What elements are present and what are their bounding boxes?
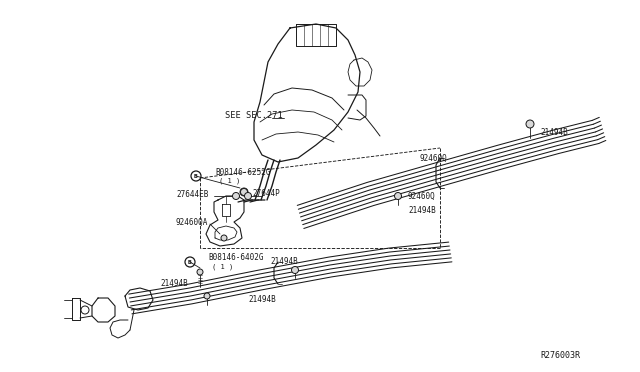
Polygon shape xyxy=(254,24,360,162)
Circle shape xyxy=(221,235,227,241)
Text: B08146-6252G: B08146-6252G xyxy=(215,167,271,176)
Text: ( 1 ): ( 1 ) xyxy=(212,264,233,270)
Text: ( 1 ): ( 1 ) xyxy=(219,178,240,184)
Text: 21494B: 21494B xyxy=(540,128,568,137)
Text: 21494B: 21494B xyxy=(270,257,298,266)
Text: B: B xyxy=(188,260,192,264)
Text: 21494B: 21494B xyxy=(408,205,436,215)
Text: SEE SEC.271: SEE SEC.271 xyxy=(225,110,283,119)
Circle shape xyxy=(197,269,203,275)
Circle shape xyxy=(241,189,248,196)
Text: 92460Q: 92460Q xyxy=(408,192,436,201)
Text: 21494B: 21494B xyxy=(248,295,276,305)
Circle shape xyxy=(232,192,239,199)
Text: 21494B: 21494B xyxy=(160,279,188,289)
Circle shape xyxy=(526,120,534,128)
Polygon shape xyxy=(206,196,244,246)
Circle shape xyxy=(244,192,252,199)
Text: B08146-6402G: B08146-6402G xyxy=(208,253,264,263)
Text: B: B xyxy=(194,173,198,179)
Text: 92460Q: 92460Q xyxy=(420,154,448,163)
Text: 92460QA: 92460QA xyxy=(176,218,209,227)
Circle shape xyxy=(204,293,210,299)
Circle shape xyxy=(291,266,298,273)
Text: 27644P: 27644P xyxy=(252,189,280,198)
Circle shape xyxy=(240,188,248,196)
Text: 27644EB: 27644EB xyxy=(176,189,209,199)
Circle shape xyxy=(394,192,401,199)
Text: R276003R: R276003R xyxy=(540,350,580,359)
